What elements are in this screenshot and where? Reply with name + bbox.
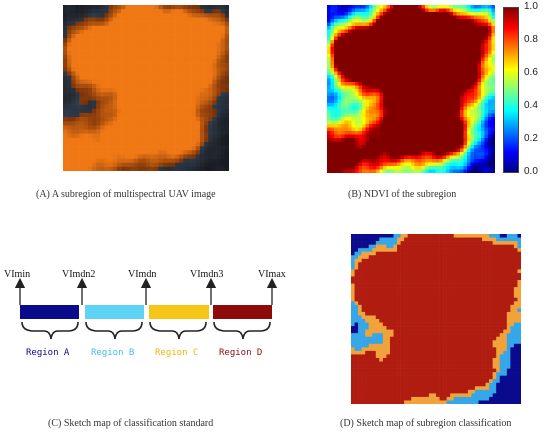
label-vimdn: VImdn	[128, 269, 156, 280]
caption-d: (D) Sketch map of subregion classificati…	[340, 418, 512, 429]
caption-a: (A) A subregion of multispectral UAV ima…	[36, 189, 216, 200]
ndvi-map	[327, 5, 496, 174]
colorbar-tick-label: 0.6	[524, 67, 538, 78]
classification-standard-sketch: VImin VImdn2 VImdn VImdn3 VImax Region A…	[0, 255, 300, 375]
label-region-c: Region C	[155, 348, 198, 358]
label-vimin: VImin	[4, 269, 30, 280]
colorbar-tick-label: 1.0	[524, 1, 538, 12]
ndvi-map-panel	[327, 5, 496, 174]
ndvi-colorbar	[503, 7, 519, 173]
region-a-bar	[20, 305, 79, 319]
label-vimax: VImax	[258, 269, 286, 280]
colorbar-tick-label: 0.8	[524, 34, 538, 45]
label-region-b: Region B	[91, 348, 134, 358]
region-d-bar	[213, 305, 272, 319]
label-region-d: Region D	[219, 348, 262, 358]
colorbar-tick-label: 0.4	[524, 100, 538, 111]
label-vimdn3: VImdn3	[190, 269, 223, 280]
caption-b: (B) NDVI of the subregion	[348, 189, 457, 200]
classification-map	[351, 234, 522, 405]
classification-map-panel	[351, 234, 522, 405]
multispectral-image	[63, 5, 230, 172]
caption-c: (C) Sketch map of classification standar…	[48, 418, 214, 429]
region-c-bar	[149, 305, 209, 319]
region-braces	[21, 321, 271, 340]
multispectral-image-panel	[63, 5, 230, 172]
label-vimdn2: VImdn2	[62, 269, 95, 280]
label-region-a: Region A	[26, 348, 70, 358]
colorbar-tick-label: 0.2	[524, 133, 538, 144]
region-b-bar	[85, 305, 144, 319]
colorbar-tick-label: 0.0	[524, 166, 538, 177]
